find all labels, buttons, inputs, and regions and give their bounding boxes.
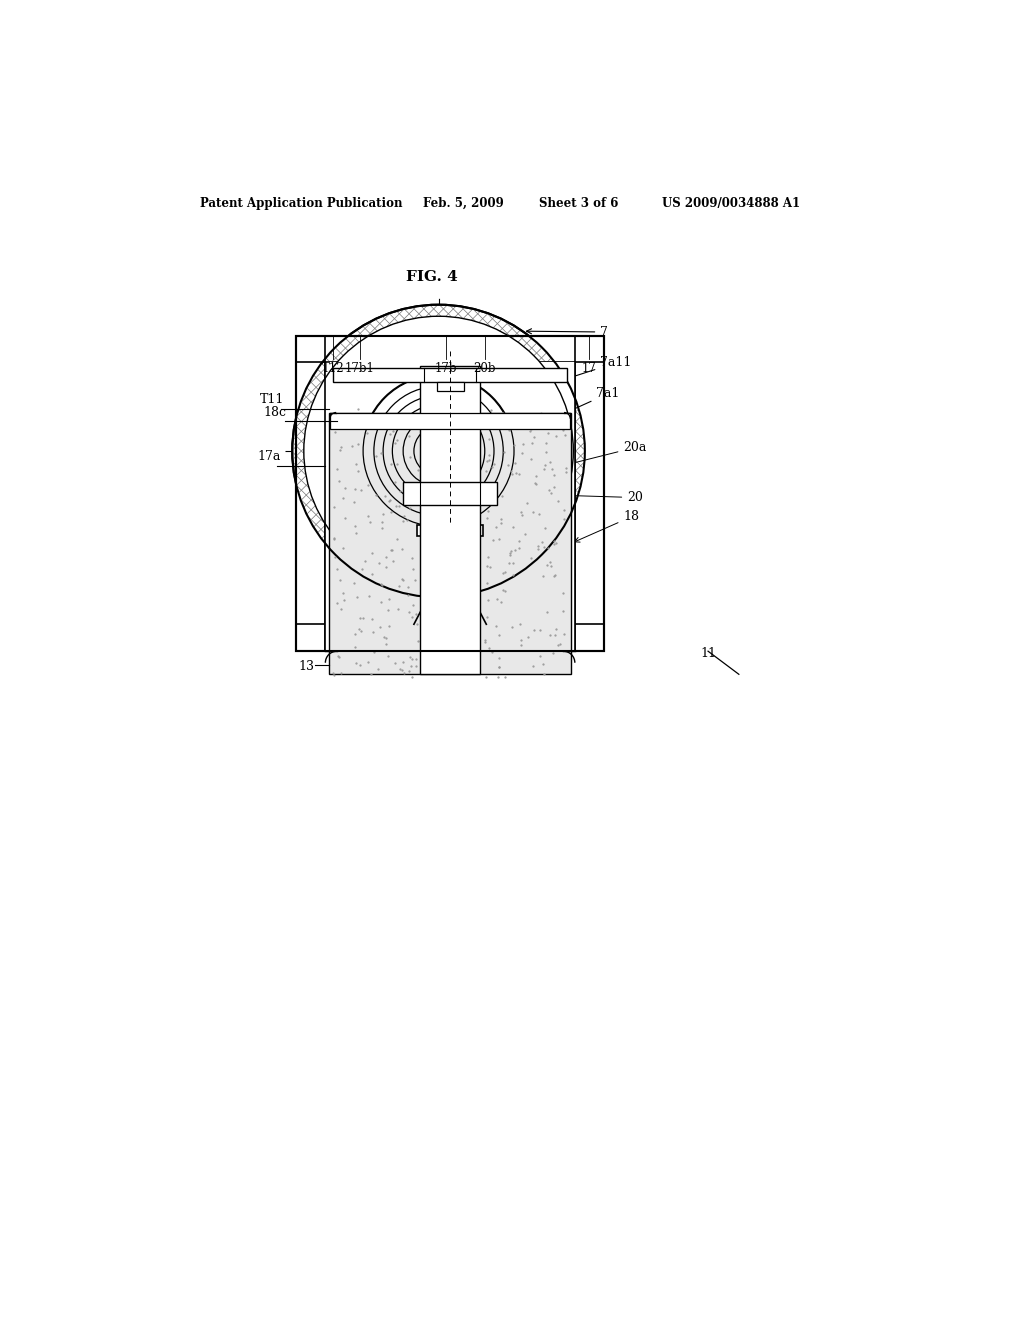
Text: 20b: 20b: [473, 363, 496, 375]
Text: Sheet 3 of 6: Sheet 3 of 6: [539, 197, 618, 210]
Text: 20a: 20a: [503, 441, 647, 482]
Bar: [296, 335, 604, 651]
Bar: [420, 367, 480, 675]
Bar: [403, 482, 497, 506]
Bar: [296, 335, 326, 651]
Circle shape: [362, 375, 515, 527]
Circle shape: [423, 436, 454, 466]
Bar: [417, 525, 483, 536]
Bar: [333, 368, 567, 381]
Bar: [326, 363, 574, 651]
Text: 17b: 17b: [435, 363, 458, 375]
Bar: [296, 335, 326, 651]
Text: 7a11: 7a11: [524, 356, 632, 393]
Bar: [486, 624, 604, 651]
Bar: [437, 381, 464, 391]
Text: 17a: 17a: [258, 450, 281, 462]
Text: US 2009/0034888 A1: US 2009/0034888 A1: [662, 197, 800, 210]
Text: FIG. 5: FIG. 5: [408, 620, 460, 635]
Bar: [330, 412, 571, 675]
Bar: [296, 624, 414, 651]
Bar: [330, 412, 570, 429]
Text: T12: T12: [322, 363, 344, 375]
Text: 20: 20: [503, 491, 643, 504]
Text: 17b1: 17b1: [345, 363, 375, 375]
Text: 13: 13: [298, 660, 314, 673]
Bar: [486, 624, 604, 651]
Bar: [424, 536, 476, 605]
Circle shape: [304, 317, 573, 586]
Text: 7: 7: [526, 326, 608, 338]
Text: FIG. 4: FIG. 4: [407, 271, 458, 284]
Text: 7a1: 7a1: [512, 387, 620, 437]
Text: Feb. 5, 2009: Feb. 5, 2009: [423, 197, 504, 210]
Text: 12: 12: [480, 572, 578, 591]
Bar: [296, 335, 604, 363]
Bar: [574, 335, 604, 651]
Bar: [296, 335, 604, 363]
Bar: [296, 335, 604, 651]
Text: 17: 17: [582, 363, 596, 375]
Bar: [574, 335, 604, 651]
Text: 18c: 18c: [263, 405, 286, 418]
Circle shape: [292, 305, 585, 597]
Text: 18: 18: [574, 511, 639, 543]
Text: T11: T11: [260, 393, 285, 407]
Bar: [296, 624, 414, 651]
Text: 11: 11: [700, 647, 717, 660]
Text: Patent Application Publication: Patent Application Publication: [200, 197, 402, 210]
